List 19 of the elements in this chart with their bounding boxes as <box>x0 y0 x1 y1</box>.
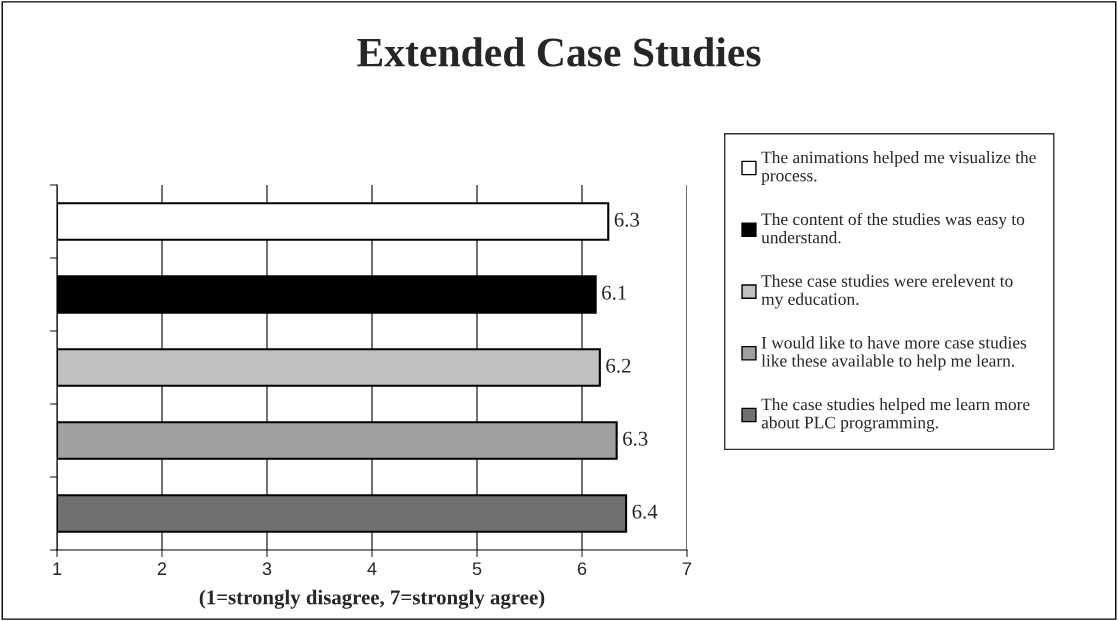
legend-label: The content of the studies was easy to understand. <box>761 212 1025 244</box>
legend-label: The animations helped me visualize the process. <box>761 151 1036 185</box>
legend-label: These case studies were erelevent to my education. <box>761 274 1013 309</box>
data-label: 6.2 <box>606 358 631 373</box>
data-label: 6.1 <box>602 285 626 300</box>
x-tick-label: 1 <box>53 562 62 575</box>
chart-title: Extended Case Studies <box>357 37 761 67</box>
data-label: 6.4 <box>632 504 658 519</box>
x-tick-label: 7 <box>682 562 692 575</box>
x-tick-label: 3 <box>262 562 272 576</box>
x-tick-label: 6 <box>577 562 587 576</box>
x-tick-label: 2 <box>157 562 167 575</box>
x-tick-label: 4 <box>367 562 377 575</box>
legend-label: The case studies helped me learn more about PLC programming. <box>761 398 1030 432</box>
x-tick-label: 5 <box>472 562 482 576</box>
x-axis-title: (1=strongly disagree, 7=strongly agree) <box>199 589 545 609</box>
data-label: 6.3 <box>614 212 640 227</box>
data-label: 6.3 <box>623 431 648 446</box>
legend-label: I would like to have more case studies like these available to help me learn. <box>761 336 1027 371</box>
